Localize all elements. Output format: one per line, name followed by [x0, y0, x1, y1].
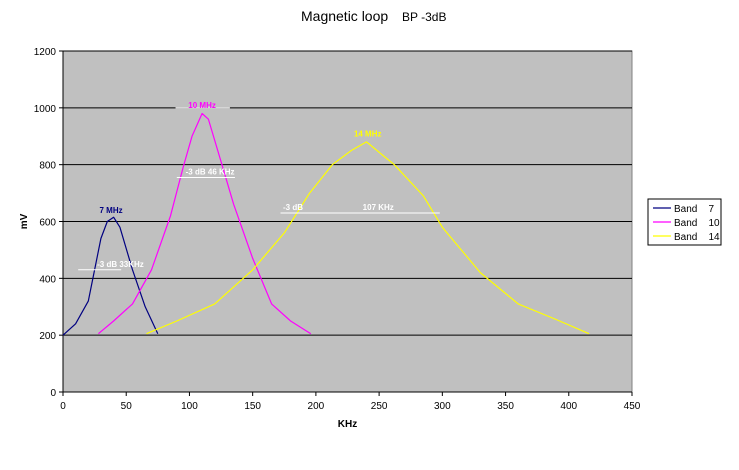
annotations: 7 MHz 10 MHz 14 MHz -3 dB 33KHz -3 dB 46 KHz… — [97, 101, 394, 269]
annotation-label: -3 dB 46 KHz — [186, 168, 235, 177]
series-line-band-0 — [62, 216, 159, 336]
x-tick-label: 450 — [624, 401, 641, 412]
y-tick-label: 1000 — [34, 104, 57, 115]
x-tick-label: 400 — [560, 401, 577, 412]
chart-title: Magnetic loop — [301, 8, 388, 24]
annotation-label: -3 dB 33KHz — [97, 260, 144, 269]
x-tick-labels: 0 50 100 150 200 250 300 350 400 450 — [60, 401, 641, 412]
chart-subtitle: BP -3dB — [402, 10, 446, 24]
y-tick-label: 1200 — [34, 47, 57, 58]
y-tick-label: 400 — [39, 274, 56, 285]
series-line-band-1 — [98, 112, 312, 335]
series-lines — [62, 112, 590, 336]
legend-label: Band 14 — [674, 232, 720, 243]
x-tick-label: 100 — [181, 401, 198, 412]
x-tick-label: 0 — [60, 401, 66, 412]
annotation-label: 7 MHz — [99, 206, 122, 215]
x-tick-label: 200 — [308, 401, 325, 412]
x-tick-label: 150 — [244, 401, 261, 412]
x-tick-label: 50 — [121, 401, 133, 412]
annotation-label: 10 MHz — [188, 101, 216, 110]
series-line-band-2 — [146, 141, 590, 335]
annotation-label: 14 MHz — [354, 129, 382, 138]
x-tick-label: 300 — [434, 401, 451, 412]
legend-label: Band 10 — [674, 218, 720, 229]
y-tick-label: 200 — [39, 331, 56, 342]
legend: Band 7 Band 10 Band 14 — [647, 198, 722, 246]
y-tick-label: 600 — [39, 218, 56, 229]
y-tick-labels: 0 200 400 600 800 1000 1200 — [34, 47, 57, 399]
annotation-label: 107 KHz — [363, 203, 394, 212]
gridlines — [63, 50, 632, 336]
annotation-lines — [78, 107, 440, 271]
annotation-label: -3 dB — [283, 203, 303, 212]
y-tick-label: 800 — [39, 161, 56, 172]
y-axis-title: mV — [19, 213, 30, 229]
x-tick-label: 250 — [371, 401, 388, 412]
y-tick-label: 0 — [50, 388, 56, 399]
legend-label: Band 7 — [674, 204, 714, 215]
x-axis-title: KHz — [338, 419, 357, 430]
x-tick-label: 350 — [497, 401, 514, 412]
